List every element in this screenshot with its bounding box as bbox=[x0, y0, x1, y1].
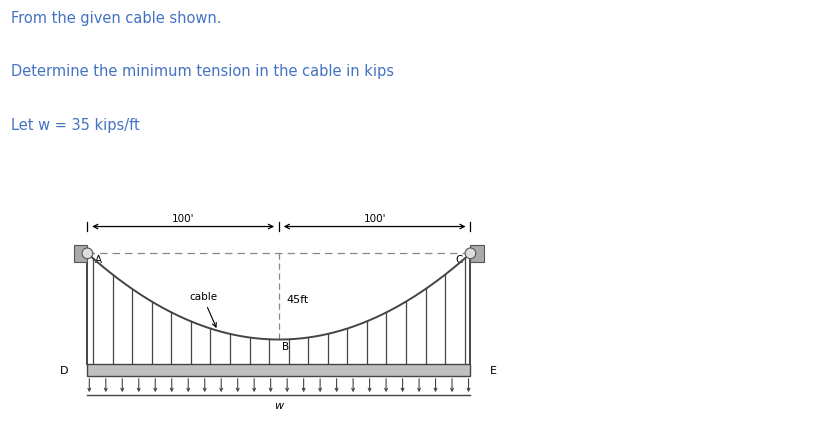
Text: C: C bbox=[455, 255, 463, 265]
Circle shape bbox=[82, 248, 93, 259]
Text: cable: cable bbox=[189, 292, 217, 327]
Text: Let w = 35 kips/ft: Let w = 35 kips/ft bbox=[11, 118, 139, 133]
Text: D: D bbox=[59, 366, 68, 377]
Text: 100': 100' bbox=[363, 214, 386, 224]
Bar bbox=[87, 365, 470, 376]
Text: From the given cable shown.: From the given cable shown. bbox=[11, 11, 221, 26]
Text: B: B bbox=[282, 342, 289, 353]
Text: w: w bbox=[274, 401, 283, 411]
Bar bbox=[470, 245, 484, 262]
Circle shape bbox=[465, 248, 476, 259]
Text: Determine the minimum tension in the cable in kips: Determine the minimum tension in the cab… bbox=[11, 64, 394, 79]
Bar bbox=[74, 245, 87, 262]
Text: 100': 100' bbox=[172, 214, 195, 224]
Text: 45ft: 45ft bbox=[287, 295, 309, 305]
Text: A: A bbox=[95, 255, 103, 265]
Text: E: E bbox=[489, 366, 497, 377]
